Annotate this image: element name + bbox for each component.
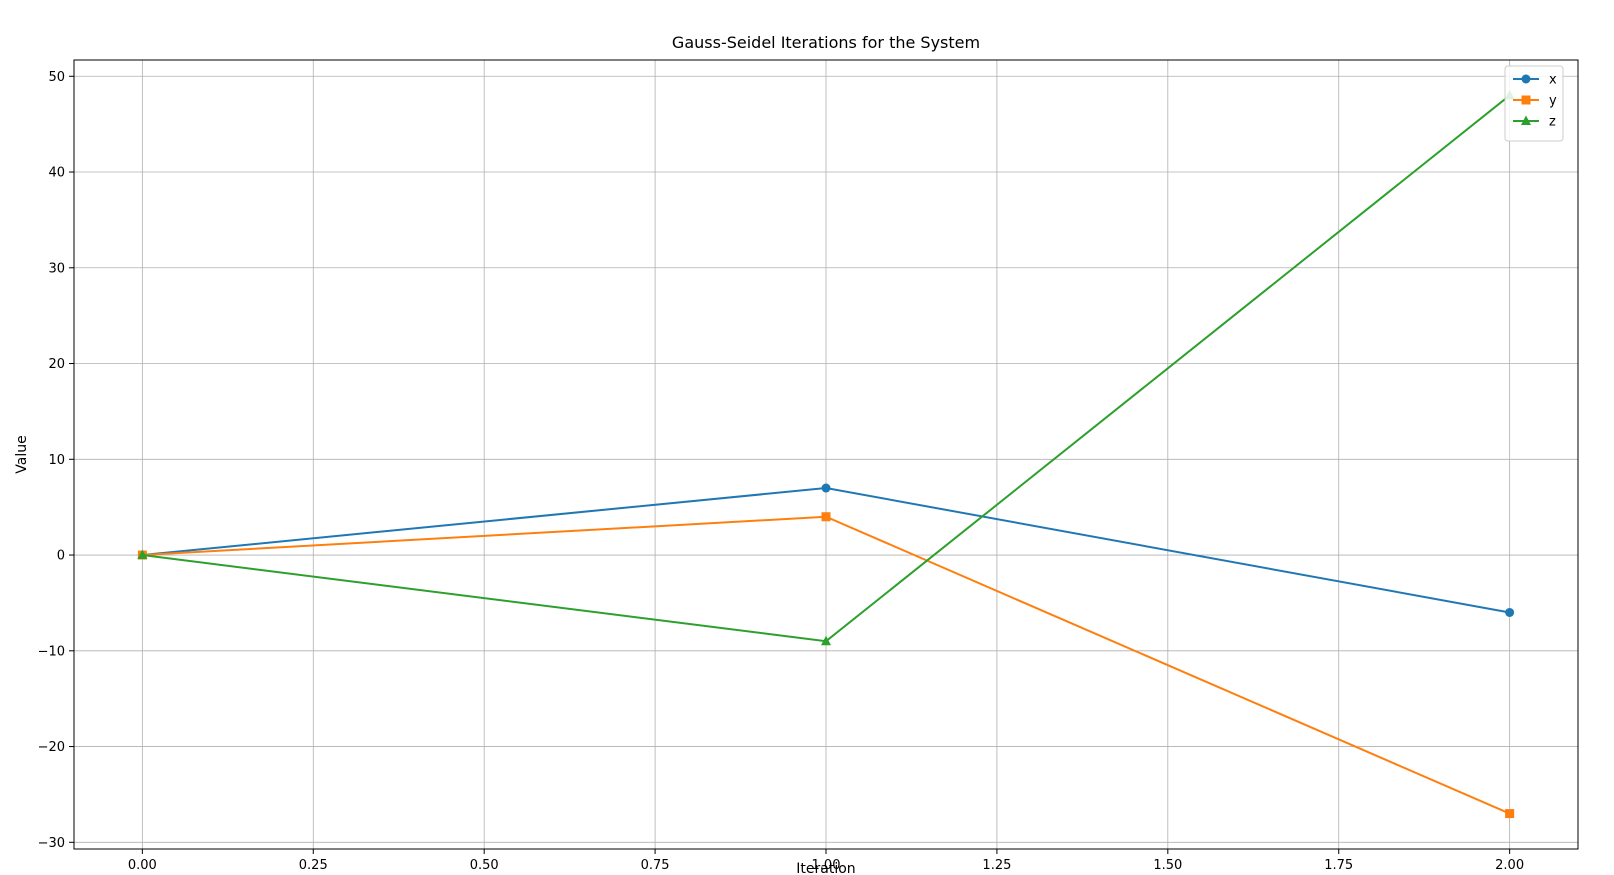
series-layer bbox=[137, 89, 1515, 819]
grid-lines bbox=[74, 60, 1578, 849]
data-point-y bbox=[821, 512, 831, 522]
data-point-x bbox=[821, 483, 831, 493]
legend: xyz bbox=[1504, 65, 1564, 142]
y-tick-label: −10 bbox=[38, 644, 65, 659]
legend-item-z: z bbox=[1513, 115, 1556, 130]
x-tick-label: 1.00 bbox=[812, 858, 841, 873]
legend-item-x: x bbox=[1513, 73, 1557, 88]
x-tick-label: 0.50 bbox=[470, 858, 499, 873]
x-axis-label: Iteration bbox=[796, 861, 855, 875]
y-tick-label: −30 bbox=[38, 836, 65, 851]
y-tick-label: 0 bbox=[57, 549, 65, 564]
x-tick-label: 1.50 bbox=[1153, 858, 1182, 873]
data-point-z bbox=[137, 549, 148, 560]
legend-marker bbox=[1521, 95, 1531, 105]
legend-box bbox=[1504, 65, 1564, 142]
x-axis-ticks: 0.00 0.25 0.50 0.75 1.00 1.25 1.50 1.75 2.00 bbox=[128, 849, 1524, 873]
legend-label: x bbox=[1549, 73, 1557, 88]
y-tick-label: 40 bbox=[48, 166, 65, 181]
legend-label: z bbox=[1549, 115, 1556, 130]
y-axis-ticks: −30 −20 −10 0 10 20 30 40 50 bbox=[38, 70, 74, 851]
legend-item-y: y bbox=[1513, 94, 1557, 109]
legend-marker bbox=[1521, 74, 1531, 84]
x-tick-label: 0.25 bbox=[299, 858, 328, 873]
legend-marker bbox=[1521, 115, 1531, 125]
y-axis-label: Value bbox=[14, 435, 30, 473]
chart-title: Gauss-Seidel Iterations for the System bbox=[672, 33, 980, 52]
data-point-y bbox=[1505, 809, 1515, 819]
x-tick-label: 2.00 bbox=[1495, 858, 1524, 873]
data-point-x bbox=[1505, 607, 1515, 617]
y-tick-label: 50 bbox=[48, 70, 65, 85]
y-tick-label: 30 bbox=[48, 261, 65, 276]
x-tick-label: 0.00 bbox=[128, 858, 157, 873]
legend-label: y bbox=[1549, 94, 1557, 109]
x-tick-label: 1.75 bbox=[1324, 858, 1353, 873]
data-point-z bbox=[821, 635, 831, 646]
x-tick-label: 1.25 bbox=[982, 858, 1011, 873]
x-tick-label: 0.75 bbox=[641, 858, 670, 873]
y-tick-label: 20 bbox=[48, 357, 65, 372]
y-tick-label: −20 bbox=[38, 740, 65, 755]
y-tick-label: 10 bbox=[48, 453, 65, 468]
